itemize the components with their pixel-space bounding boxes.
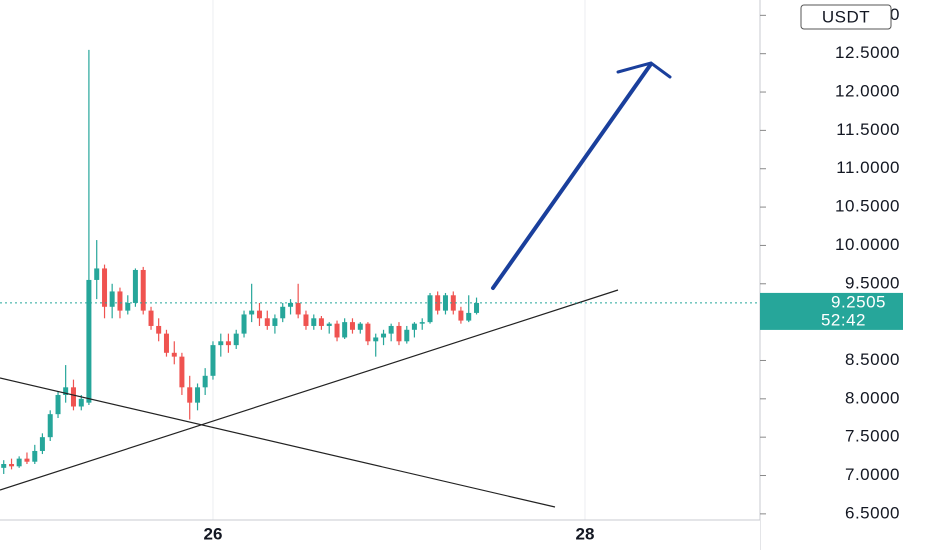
countdown: 52:42 (821, 310, 866, 329)
candle-body (311, 318, 317, 326)
candle-body (70, 387, 76, 407)
y-tick-label: 7.5000 (845, 427, 900, 446)
candle-body (241, 314, 247, 334)
candle-body (466, 312, 472, 321)
candle-body (373, 337, 379, 342)
candle-body (132, 269, 138, 303)
candle-body (187, 387, 193, 403)
candle-body (474, 302, 480, 313)
candle-body (102, 268, 108, 307)
grid (212, 0, 586, 520)
y-tick-label: 8.0000 (845, 388, 900, 407)
candle-body (39, 437, 45, 451)
last-price-label: 9.2505 (831, 292, 886, 311)
candle-body (233, 333, 239, 346)
candle-body (272, 318, 278, 326)
candle-body (326, 323, 332, 326)
candle-body (288, 302, 294, 307)
candle-body (218, 341, 224, 346)
candle-body (163, 333, 169, 353)
candle-body (16, 458, 22, 467)
candle-body (349, 322, 355, 330)
y-tick-label: 7.0000 (845, 465, 900, 484)
candle-body (365, 323, 371, 342)
candle-body (256, 310, 262, 319)
candle-body (404, 329, 410, 342)
candle-body (78, 398, 84, 407)
candle-body (210, 345, 216, 376)
candle-body (140, 269, 146, 311)
arrow-head (616, 61, 672, 79)
candle-body (24, 458, 30, 462)
candle-body (47, 414, 53, 438)
candle-body (109, 291, 115, 307)
candle-body (419, 322, 425, 324)
arrow (491, 62, 653, 290)
y-tick-label: 11.5000 (836, 120, 900, 139)
candle-body (427, 295, 433, 323)
candle-body (264, 318, 270, 326)
candle-body (148, 310, 154, 326)
candle-body (334, 323, 340, 338)
candle-body (55, 394, 61, 415)
candle-body (94, 268, 100, 280)
drawings (0, 61, 672, 508)
last-price-box (760, 292, 903, 330)
y-tick-label: 12.0000 (835, 82, 900, 101)
x-tick-label: 26 (204, 524, 223, 543)
candle-body (156, 325, 162, 334)
candle-body (458, 310, 464, 321)
y-tick-label: 6.5000 (845, 503, 900, 522)
candle-body (32, 450, 38, 462)
y-tick-label: 12.5000 (835, 43, 900, 62)
candle-body (125, 302, 131, 311)
candle-body (357, 323, 363, 330)
y-tick-label: 11.0000 (836, 158, 900, 177)
candle-body (171, 352, 177, 357)
time-axis (0, 520, 760, 550)
candle-body (411, 323, 417, 330)
trend-line (0, 289, 619, 491)
candle-body (202, 375, 208, 388)
candle-body (86, 279, 92, 403)
price-axis (760, 0, 932, 550)
candle-body (342, 322, 348, 338)
candle-body (303, 314, 309, 326)
y-tick-label: 10.5000 (835, 197, 900, 216)
candle-body (117, 291, 123, 311)
x-tick-label: 28 (576, 524, 595, 543)
candle-body (280, 306, 286, 319)
currency: USDT (822, 7, 870, 26)
y-tick-label: 9.5000 (845, 273, 900, 292)
candle-body (295, 302, 301, 315)
candle-body (179, 356, 185, 388)
candle-body (9, 464, 15, 467)
y-tick-label: 8.5000 (845, 350, 900, 369)
candle-body (435, 295, 441, 311)
y-tick-label: 10.0000 (835, 235, 900, 254)
axes: 26286.50007.00007.50008.00008.50009.0000… (204, 5, 900, 544)
candle-body (318, 318, 324, 326)
candle-body (195, 387, 201, 403)
candle-body (225, 341, 231, 346)
candle-body (63, 387, 69, 395)
candle-body (249, 310, 255, 315)
candle-body (450, 295, 456, 311)
candle-body (381, 333, 387, 338)
candle-body (396, 325, 402, 342)
candle-body (388, 325, 394, 334)
trend-line (0, 377, 556, 508)
candles (1, 49, 480, 474)
currency-badge (800, 4, 892, 30)
candle-body (1, 464, 7, 468)
